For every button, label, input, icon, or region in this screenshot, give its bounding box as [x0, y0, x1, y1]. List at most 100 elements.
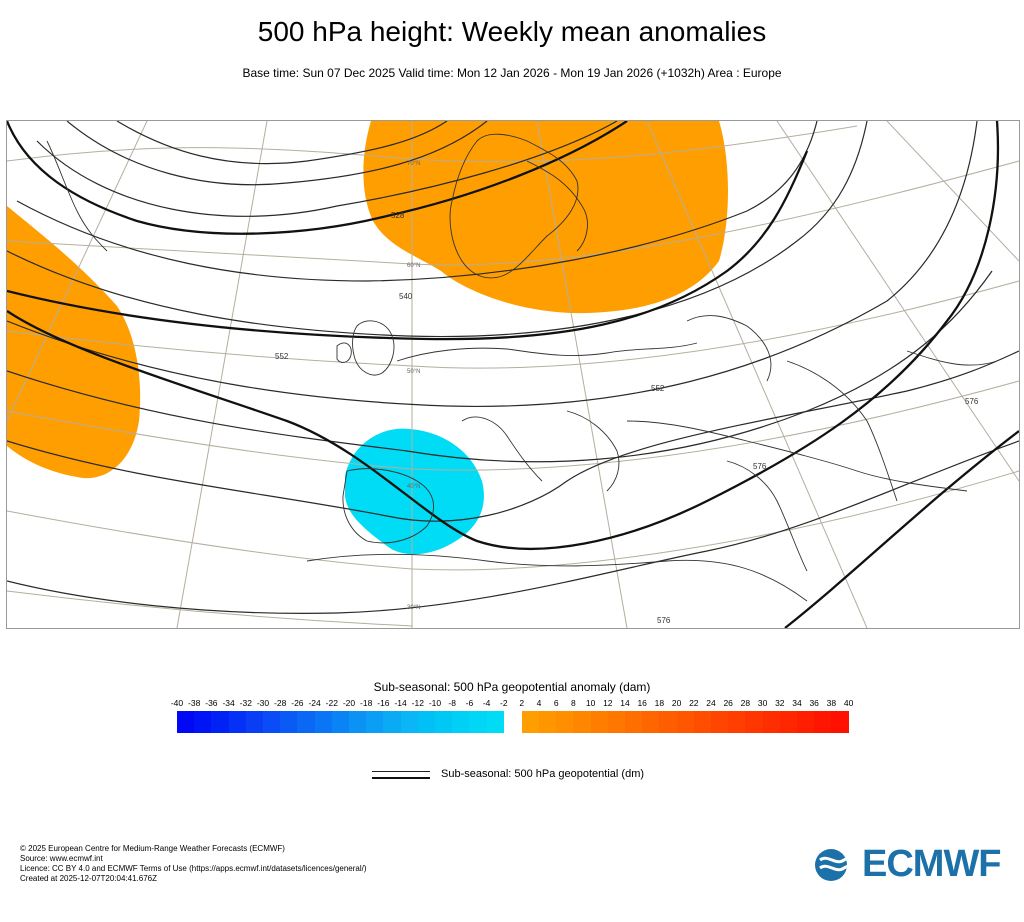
colorbar-segment-negative: [177, 711, 195, 733]
colorbar-segment-negative: [349, 711, 367, 733]
colorbar-tick-label: -30: [256, 698, 270, 708]
colorbar-segment-negative: [452, 711, 470, 733]
colorbar-tick-label: 18: [654, 698, 665, 708]
colorbar-segment-positive: [625, 711, 643, 733]
colorbar-segment-negative: [297, 711, 316, 733]
colorbar-segment-positive: [573, 711, 592, 733]
colorbar-tick-label: -10: [428, 698, 442, 708]
colorbar-tick-label: -16: [377, 698, 390, 708]
ecmwf-logo-icon: [815, 849, 859, 881]
colorbar-tick-label: 14: [620, 698, 630, 708]
colorbar-tick-label: -26: [291, 698, 304, 708]
footer-line: Licence: CC BY 4.0 and ECMWF Terms of Us…: [20, 864, 367, 873]
geopotential-contours-bold: [7, 121, 1019, 628]
positive-anomaly-north: [363, 121, 728, 314]
colorbar-segment-positive: [521, 711, 540, 733]
lat-label: 40°N: [407, 484, 420, 490]
colorbar-segment-negative: [314, 711, 333, 733]
map-canvas: 528 540 552 552 576 576 576 70°N 60°N 50…: [7, 121, 1019, 628]
lat-label: 70°N: [407, 161, 420, 167]
chart-subtitle: Base time: Sun 07 Dec 2025 Valid time: M…: [242, 66, 782, 80]
colorbar-segment-positive: [797, 711, 815, 733]
graticule: [7, 121, 1019, 628]
lat-label: 60°N: [407, 263, 420, 269]
positive-anomaly-atlantic: [7, 206, 141, 479]
contour-legend-label: Sub-seasonal: 500 hPa geopotential (dm): [441, 768, 645, 780]
contour-label: 576: [657, 616, 671, 625]
colorbar-segment-negative: [400, 711, 419, 733]
forecast-map[interactable]: 528 540 552 552 576 576 576 70°N 60°N 50…: [6, 120, 1020, 629]
contour-legend: Sub-seasonal: 500 hPa geopotential (dm): [372, 766, 772, 786]
colorbar-tick-label: -38: [188, 698, 201, 708]
colorbar-tick-label: -18: [360, 698, 373, 708]
footer-credits: © 2025 European Centre for Medium-Range …: [20, 844, 367, 884]
colorbar-tick-label: -34: [222, 698, 235, 708]
colorbar-segment-positive: [676, 711, 695, 733]
colorbar-tick-label: 10: [585, 698, 596, 708]
lat-label: 50°N: [407, 369, 420, 375]
colorbar-tick-label: 16: [637, 698, 647, 708]
contour-label: 576: [753, 462, 767, 471]
chart-title: 500 hPa height: Weekly mean anomalies: [257, 16, 767, 47]
colorbar-tick-label: -40: [170, 698, 184, 708]
colorbar-segment-positive: [642, 711, 660, 733]
colorbar-segment-negative: [228, 711, 247, 733]
colorbar-tick-label: 6: [553, 698, 559, 708]
anomaly-legend-ticks: -40 -38 -36 -34 -32 -30 -2 8 -26 -24 -22 -20 -18 -16 -…: [0, 698, 1024, 710]
negative-anomaly-iberia: [345, 428, 484, 555]
colorbar-segment-positive: [539, 711, 557, 733]
colorbar-segment-negative: [417, 711, 436, 733]
colorbar-tick-label: 20: [671, 698, 682, 708]
colorbar-segment-negative: [435, 711, 453, 733]
colorbar-tick-label: -22: [325, 698, 338, 708]
colorbar-tick-label: 32: [775, 698, 785, 708]
colorbar-tick-label: -32: [239, 698, 252, 708]
colorbar-tick-label: -4: [482, 698, 491, 708]
lat-label: 30°N: [407, 605, 420, 611]
colorbar-segment-negative: [194, 711, 212, 733]
colorbar-segment-positive: [745, 711, 764, 733]
colorbar-segment-positive: [762, 711, 781, 733]
colorbar-tick-label: 40: [843, 698, 854, 708]
colorbar-tick-label: 2: [519, 698, 525, 708]
coastlines: [46, 133, 998, 602]
colorbar-segment-positive: [590, 711, 609, 733]
geopotential-contours: [7, 121, 1019, 614]
contour-label: 552: [275, 352, 289, 361]
colorbar-tick-label: -6: [465, 698, 474, 708]
colorbar-tick-label: -2: [500, 698, 508, 708]
colorbar-segment-positive: [728, 711, 746, 733]
colorbar-segment-positive: [556, 711, 574, 733]
colorbar-segment-negative: [469, 711, 488, 733]
colorbar-tick-label: 12: [603, 698, 613, 708]
colorbar-segment-negative: [383, 711, 402, 733]
anomaly-legend-title: Sub-seasonal: 500 hPa geopotential anoma…: [373, 680, 651, 694]
footer-line: Source: www.ecmwf.int: [20, 854, 103, 863]
colorbar-tick-label: 34: [792, 698, 802, 708]
colorbar-tick-label: 26: [723, 698, 733, 708]
colorbar-tick-label: -20: [342, 698, 356, 708]
colorbar-segment-negative: [211, 711, 230, 733]
colorbar-segment-positive: [779, 711, 798, 733]
ecmwf-logo: ECMWF: [814, 843, 1014, 885]
colorbar-segment-positive: [607, 711, 626, 733]
contour-label: 528: [391, 211, 405, 220]
contour-label: 576: [965, 397, 979, 406]
colorbar-segment-positive: [693, 711, 712, 733]
colorbar-segment-negative: [263, 711, 281, 733]
colorbar-tick-label: 38: [826, 698, 837, 708]
ecmwf-logo-text: ECMWF: [862, 843, 1002, 885]
colorbar-tick-label: 8: [571, 698, 576, 708]
colorbar-segment-negative: [245, 711, 264, 733]
colorbar-tick-label: 22: [689, 698, 699, 708]
colorbar-tick-label: -24: [308, 698, 321, 708]
colorbar-tick-label: 36: [809, 698, 819, 708]
colorbar-tick-label: 28: [740, 698, 751, 708]
contour-label: 540: [399, 292, 413, 301]
colorbar-tick-label: -36: [205, 698, 218, 708]
colorbar-segment-positive: [659, 711, 678, 733]
footer-line: Created at 2025-12-07T20:04:41.676Z: [20, 874, 157, 883]
anomaly-colorbar: [177, 711, 850, 733]
latitude-label-group: 70°N 60°N 50°N 40°N 30°N: [407, 161, 420, 611]
colorbar-segment-negative: [366, 711, 384, 733]
